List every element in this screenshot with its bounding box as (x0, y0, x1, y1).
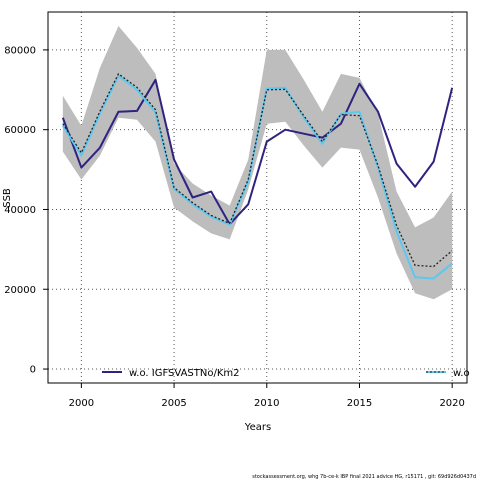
y-tick-label-0: 0 (30, 365, 36, 376)
x-axis-ticks: 2000 2005 2010 2015 2020 (69, 383, 465, 409)
series-line-2 (62, 73, 453, 268)
x-axis-title: Years (244, 422, 271, 433)
y-tick-label-1: 20000 (4, 285, 36, 296)
y-tick-label-2: 40000 (4, 205, 36, 216)
legend-label-series-3: w.o (453, 368, 470, 379)
confidence-band (62, 25, 453, 300)
y-tick-label-3: 60000 (4, 125, 36, 136)
x-tick-label-2: 2010 (254, 398, 279, 409)
y-axis-ticks: 0 20000 40000 60000 80000 (4, 45, 48, 376)
x-tick-label-4: 2020 (439, 398, 464, 409)
legend: w.o. IGFSVASTNo/Km2 w.o (102, 368, 470, 379)
y-axis-title: SSB (2, 188, 13, 208)
x-tick-label-1: 2005 (161, 398, 186, 409)
plot-frame (47, 11, 468, 384)
footer-credit: stockassessment.org, whg 7b-ce-k IBP fin… (252, 474, 476, 480)
confidence-band-layer (62, 25, 453, 300)
legend-label-series-1: w.o. IGFSVASTNo/Km2 (129, 368, 240, 379)
x-tick-label-0: 2000 (69, 398, 94, 409)
x-tick-label-3: 2015 (347, 398, 372, 409)
series-lines (61, 73, 454, 280)
y-tick-label-4: 80000 (4, 45, 36, 56)
series-line-1 (61, 78, 454, 226)
